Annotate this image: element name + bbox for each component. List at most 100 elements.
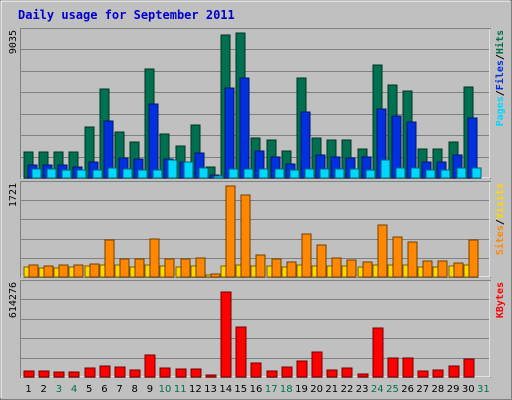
bar-sites-day-29 (453, 262, 464, 278)
bar-sites-day-23 (362, 261, 373, 278)
bar-pages-day-11 (183, 161, 194, 179)
legend-kbytes: KBytes (495, 282, 506, 318)
bar-kbytes-day-10 (159, 367, 171, 378)
bar-pages-day-7 (122, 168, 133, 179)
bar-sites-day-17 (271, 258, 282, 278)
bar-kbytes-day-19 (296, 360, 308, 378)
bar-sites-day-4 (73, 264, 84, 278)
bar-kbytes-day-18 (281, 366, 293, 378)
bar-pages-day-12 (198, 167, 209, 179)
bar-pages-day-13 (213, 175, 224, 179)
x-label-day-20: 20 (310, 384, 323, 395)
bar-sites-day-13 (210, 273, 221, 278)
bar-pages-day-20 (319, 168, 330, 179)
bar-kbytes-day-12 (190, 368, 202, 378)
bar-kbytes-day-4 (68, 371, 80, 378)
bar-kbytes-day-2 (38, 370, 50, 378)
bar-sites-day-2 (43, 265, 54, 278)
chart-bars (23, 32, 482, 378)
bar-files-day-15 (239, 77, 250, 179)
x-label-day-19: 19 (295, 384, 308, 395)
bar-sites-day-25 (392, 236, 403, 278)
bar-sites-day-6 (104, 239, 115, 278)
bar-kbytes-day-11 (175, 368, 187, 378)
y-max-label-hits-files-pages: 9035 (8, 30, 19, 54)
bar-pages-day-30 (471, 167, 482, 179)
legend-item-files: Files (494, 60, 506, 90)
legend-item-sep1: / (495, 219, 506, 225)
legend-item-sites: Sites (494, 225, 506, 255)
bar-kbytes-day-29 (448, 365, 460, 378)
bar-pages-day-9 (152, 169, 163, 179)
bar-sites-day-12 (195, 257, 206, 278)
bar-pages-day-4 (76, 169, 87, 179)
x-label-day-27: 27 (416, 384, 429, 395)
bar-kbytes-day-28 (432, 369, 444, 378)
bar-pages-day-3 (61, 169, 72, 179)
bar-pages-day-21 (334, 168, 345, 179)
bar-pages-day-8 (137, 169, 148, 179)
x-label-day-8: 8 (132, 384, 138, 395)
x-label-day-17: 17 (265, 384, 278, 395)
bar-pages-day-28 (440, 169, 451, 179)
bar-kbytes-day-25 (387, 357, 399, 378)
x-label-day-24: 24 (371, 384, 384, 395)
bar-sites-day-7 (119, 258, 130, 278)
bar-pages-day-26 (410, 167, 421, 179)
bar-sites-day-19 (301, 233, 312, 278)
x-label-day-10: 10 (159, 384, 172, 395)
bar-sites-day-18 (286, 261, 297, 278)
x-label-day-25: 25 (386, 384, 399, 395)
bar-kbytes-day-14 (220, 291, 232, 378)
bar-pages-day-6 (107, 167, 118, 179)
bar-pages-day-27 (425, 169, 436, 179)
bar-pages-day-18 (289, 169, 300, 179)
bar-kbytes-day-21 (326, 369, 338, 378)
bar-pages-day-23 (365, 169, 376, 179)
bar-pages-day-22 (349, 168, 360, 179)
bar-pages-day-15 (243, 168, 254, 179)
bar-pages-day-16 (258, 168, 269, 179)
bar-sites-day-15 (240, 194, 251, 278)
legend-item-sep1: / (495, 90, 506, 96)
bar-kbytes-day-6 (99, 365, 111, 378)
bar-sites-day-9 (149, 238, 160, 278)
bar-sites-day-5 (89, 263, 100, 278)
chart-title: Daily usage for September 2011 (18, 8, 235, 22)
legend-item-visits: Visits (494, 183, 506, 219)
bar-files-day-14 (224, 87, 235, 179)
bar-sites-day-21 (331, 257, 342, 278)
y-max-label-visits-sites: 1721 (8, 183, 19, 207)
bar-kbytes-day-15 (235, 326, 247, 378)
bar-kbytes-day-27 (417, 370, 429, 378)
bar-pages-day-19 (304, 168, 315, 179)
x-label-day-31: 31 (477, 384, 490, 395)
bar-sites-day-8 (134, 258, 145, 278)
bar-sites-day-28 (437, 260, 448, 278)
x-label-day-3: 3 (56, 384, 62, 395)
bar-kbytes-day-22 (341, 367, 353, 378)
legend-item-sep2: / (495, 54, 506, 60)
bar-kbytes-day-24 (372, 327, 384, 378)
x-label-day-4: 4 (71, 384, 77, 395)
x-label-day-1: 1 (25, 384, 31, 395)
x-axis-labels: 1 2 3 4 5 6 7 8 9 10 11 12 13 14 15 16 17 18 19 20 21 22 23 24 2… (25, 384, 489, 395)
bar-kbytes-day-9 (144, 354, 156, 378)
bar-pages-day-24 (380, 159, 391, 179)
bar-kbytes-day-20 (311, 351, 323, 378)
x-label-day-14: 14 (219, 384, 232, 395)
legend-item-kbytes: KBytes (495, 282, 506, 318)
bar-kbytes-day-5 (84, 367, 96, 378)
bar-sites-day-30 (468, 239, 479, 278)
x-label-day-23: 23 (356, 384, 369, 395)
bar-pages-day-1 (31, 168, 42, 179)
x-label-day-11: 11 (174, 384, 187, 395)
x-label-day-30: 30 (462, 384, 475, 395)
bar-files-day-19 (300, 111, 311, 179)
x-label-day-28: 28 (432, 384, 445, 395)
bar-pages-day-2 (46, 168, 57, 179)
bar-sites-day-20 (316, 244, 327, 278)
bar-pages-day-29 (456, 167, 467, 179)
